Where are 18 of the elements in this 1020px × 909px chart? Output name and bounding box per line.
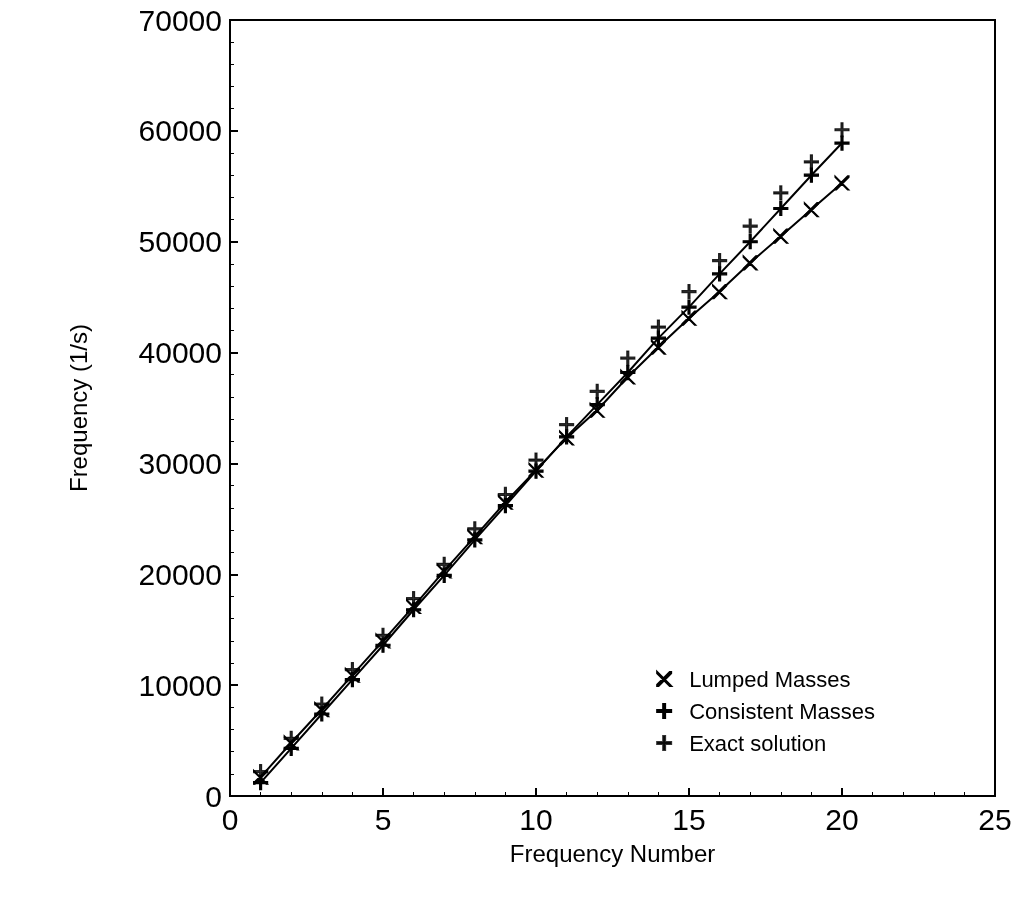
y-tick-label: 20000 [138,557,222,591]
x-tick-label: 10 [519,802,553,836]
x-tick-label: 5 [374,802,392,836]
y-tick-label: 70000 [138,3,222,37]
y-tick-label: 50000 [138,225,222,259]
x-tick-label: 15 [672,802,706,836]
x-axis-title: Frequency Number [509,839,716,867]
y-tick-label: 0 [205,779,222,813]
legend-label: Consistent Masses [689,698,876,724]
y-tick-label: 10000 [138,668,222,702]
y-tick-label: 60000 [138,114,222,148]
legend-label: Exact solution [689,730,827,756]
x-tick-label: 25 [978,802,1012,836]
y-axis-title: Frequency (1/s) [64,323,92,493]
y-tick-label: 40000 [138,336,222,370]
x-tick-label: 20 [825,802,859,836]
legend-label: Lumped Masses [689,666,851,692]
y-tick-label: 30000 [138,446,222,480]
